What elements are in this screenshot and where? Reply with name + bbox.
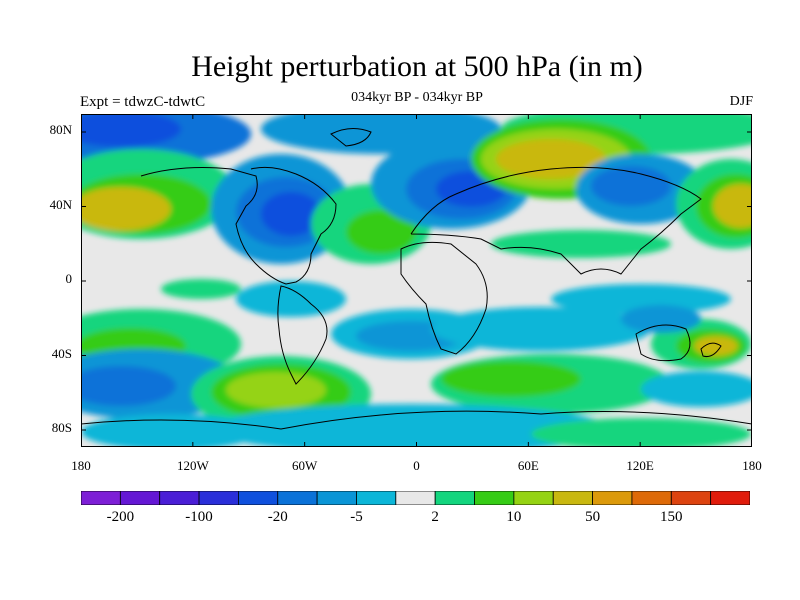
colorbar-swatch bbox=[119, 491, 161, 505]
longitude-tick-label: 120E bbox=[626, 458, 654, 473]
longitude-tick-label: 60W bbox=[292, 458, 318, 473]
contour-fill-layer bbox=[81, 114, 752, 447]
colorbar-swatch bbox=[238, 491, 279, 505]
latitude-tick-label: 40N bbox=[49, 196, 72, 212]
colorbar-swatch bbox=[513, 491, 554, 505]
latitude-tick-label: 0 bbox=[65, 271, 73, 286]
colorbar-label: 150 bbox=[660, 509, 683, 525]
latitude-tick-label: 40S bbox=[51, 345, 72, 361]
colorbar-label: -200 bbox=[106, 509, 135, 525]
colorbar-label: -100 bbox=[185, 509, 213, 525]
colorbar-swatch bbox=[277, 491, 318, 505]
colorbar-swatch bbox=[670, 491, 712, 505]
colorbar-swatch bbox=[552, 491, 593, 505]
colorbar bbox=[81, 491, 750, 505]
longitude-tick-label: 120W bbox=[176, 458, 209, 473]
colorbar-swatch bbox=[592, 491, 633, 505]
colorbar-swatch bbox=[81, 491, 121, 505]
latitude-tick-label: 80N bbox=[49, 122, 72, 137]
map-ticks bbox=[81, 114, 752, 447]
colorbar-label: 50 bbox=[585, 509, 601, 525]
period-label: 034kyr BP - 034kyr BP bbox=[351, 90, 483, 105]
colorbar-swatch bbox=[474, 491, 515, 505]
colorbar-swatch bbox=[159, 491, 200, 505]
plot-title: Height perturbation at 500 hPa (in m) bbox=[191, 50, 643, 83]
colorbar-label: 10 bbox=[506, 509, 522, 525]
colorbar-label: 2 bbox=[431, 509, 439, 525]
colorbar-label: -20 bbox=[267, 509, 288, 525]
longitude-tick-label: 0 bbox=[413, 458, 420, 473]
colorbar-swatch bbox=[395, 491, 436, 505]
colorbar-swatch bbox=[434, 491, 475, 505]
height-perturbation-map bbox=[81, 114, 752, 447]
longitude-tick-label: 180 bbox=[742, 458, 762, 473]
season-label: DJF bbox=[729, 94, 753, 109]
longitude-tick-label: 60E bbox=[517, 458, 539, 473]
colorbar-swatch bbox=[631, 491, 672, 505]
coastlines bbox=[81, 128, 752, 430]
colorbar-swatch bbox=[316, 491, 357, 505]
colorbar-swatch bbox=[356, 491, 397, 505]
longitude-tick-label: 180 bbox=[71, 458, 91, 473]
colorbar-swatch bbox=[710, 491, 750, 505]
colorbar-label: -5 bbox=[350, 509, 363, 525]
experiment-label: Expt = tdwzC-tdwtC bbox=[80, 94, 206, 110]
colorbar-swatch bbox=[198, 491, 239, 505]
latitude-tick-label: 80S bbox=[51, 420, 72, 435]
